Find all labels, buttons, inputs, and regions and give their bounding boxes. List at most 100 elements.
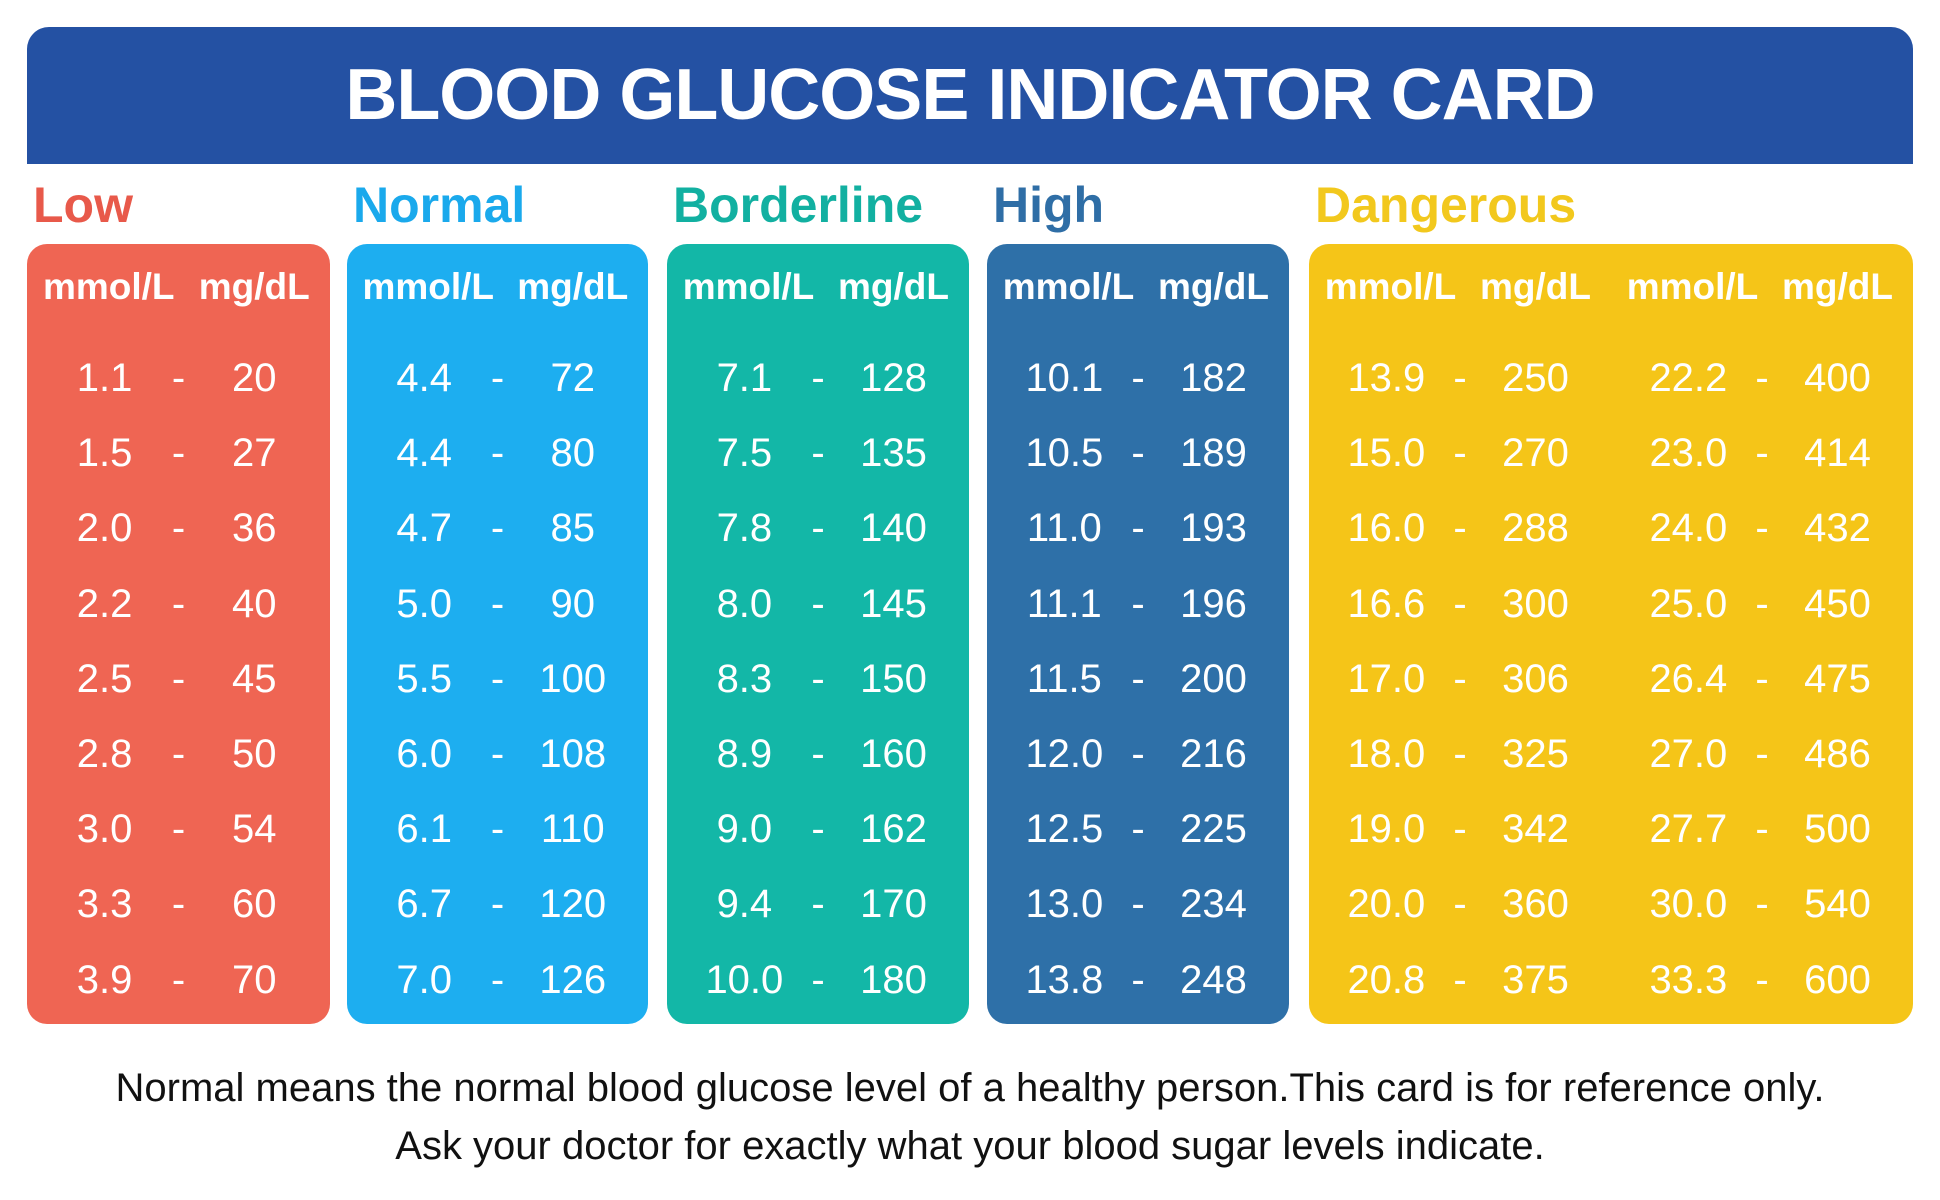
separator: - — [490, 581, 505, 626]
separator: - — [1453, 581, 1467, 626]
footer-line: Ask your doctor for exactly what your bl… — [395, 1124, 1545, 1168]
separator: - — [811, 656, 825, 701]
mgdl-value: 182 — [1180, 356, 1247, 400]
mmol-value: 8.3 — [716, 656, 773, 701]
mmol-value: 17.0 — [1347, 656, 1426, 701]
column-header: mg/dL — [1782, 266, 1893, 307]
separator: - — [1453, 732, 1467, 776]
separator: - — [811, 882, 825, 927]
mgdl-value: 128 — [860, 356, 927, 400]
panel: mmol/L mg/dL 10.1-182 10.5-189 11.0-193 11.1-… — [987, 244, 1289, 1024]
separator: - — [811, 431, 825, 476]
mmol-value: 30.0 — [1649, 882, 1728, 927]
mmol-value: 5.5 — [396, 656, 452, 701]
separator: - — [1131, 506, 1145, 551]
mmol-value: 27.7 — [1649, 807, 1728, 852]
separator: - — [490, 807, 505, 852]
separator: - — [171, 882, 186, 927]
mgdl-value: 36 — [231, 506, 277, 551]
mgdl-value: 170 — [860, 882, 927, 927]
mgdl-value: 110 — [540, 807, 605, 852]
mgdl-value: 70 — [231, 957, 277, 1002]
mgdl-value: 162 — [860, 807, 927, 852]
separator: - — [1131, 732, 1145, 776]
separator: - — [171, 732, 186, 776]
mgdl-value: 475 — [1804, 656, 1871, 701]
mmol-value: 12.5 — [1025, 807, 1104, 852]
mgdl-value: 100 — [539, 656, 607, 701]
column-header: mmol/L — [1626, 266, 1759, 307]
mmol-value: 2.2 — [76, 581, 133, 626]
mmol-value: 12.0 — [1025, 732, 1104, 776]
separator: - — [490, 732, 505, 776]
separator: - — [1131, 656, 1145, 701]
mgdl-value: 160 — [860, 732, 927, 776]
separator: - — [171, 656, 186, 701]
mgdl-value: 108 — [539, 732, 607, 776]
mmol-value: 11.5 — [1026, 656, 1102, 701]
mgdl-value: 450 — [1804, 581, 1871, 626]
separator: - — [490, 506, 505, 551]
mgdl-value: 306 — [1502, 656, 1569, 701]
mgdl-value: 375 — [1502, 957, 1569, 1002]
mmol-value: 9.0 — [716, 807, 773, 852]
separator: - — [1755, 581, 1769, 626]
mmol-value: 7.8 — [716, 506, 773, 551]
mgdl-value: 414 — [1804, 431, 1871, 476]
mmol-value: 2.8 — [76, 732, 133, 776]
mgdl-value: 180 — [860, 957, 927, 1002]
panel: mmol/L mg/dL 4.4-72 4.4-80 4.7-85 5.0-90 5.5-1… — [347, 244, 648, 1024]
mmol-value: 13.0 — [1025, 882, 1104, 927]
mmol-value: 7.5 — [716, 431, 773, 476]
mmol-value: 20.8 — [1347, 957, 1426, 1002]
mmol-value: 23.0 — [1649, 431, 1728, 476]
separator: - — [1453, 506, 1467, 551]
mmol-value: 3.3 — [76, 882, 133, 927]
mgdl-value: 189 — [1180, 431, 1247, 476]
separator: - — [171, 807, 186, 852]
mmol-value: 10.5 — [1025, 431, 1104, 476]
separator: - — [1131, 957, 1145, 1002]
mmol-value: 3.0 — [76, 807, 133, 852]
title-bar: BLOOD GLUCOSE INDICATOR CARD — [27, 27, 1913, 164]
mmol-value: 6.0 — [396, 732, 452, 776]
mgdl-value: 54 — [231, 807, 277, 852]
mmol-value: 15.0 — [1347, 431, 1426, 476]
panel: mmol/L mg/dL 7.1-128 7.5-135 7.8-140 8.0-145 8… — [667, 244, 969, 1024]
mgdl-value: 216 — [1180, 732, 1247, 776]
separator: - — [1131, 431, 1145, 476]
mgdl-value: 342 — [1502, 807, 1569, 852]
mmol-value: 33.3 — [1649, 957, 1728, 1002]
mgdl-value: 500 — [1804, 807, 1871, 852]
separator: - — [1755, 957, 1769, 1002]
group-label: Low — [33, 177, 133, 233]
separator: - — [171, 581, 186, 626]
mmol-value: 6.1 — [396, 807, 452, 852]
mmol-value: 22.2 — [1649, 356, 1728, 400]
mgdl-value: 540 — [1804, 882, 1871, 927]
column-header: mmol/L — [1002, 266, 1135, 307]
mgdl-value: 300 — [1502, 581, 1569, 626]
separator: - — [1453, 882, 1467, 927]
separator: - — [490, 656, 505, 701]
separator: - — [811, 807, 825, 852]
separator: - — [171, 356, 186, 400]
mmol-value: 19.0 — [1347, 807, 1426, 852]
mmol-value: 9.4 — [716, 882, 773, 927]
mgdl-value: 135 — [860, 431, 927, 476]
mmol-value: 4.7 — [396, 506, 452, 551]
footer-line: Normal means the normal blood glucose le… — [115, 1066, 1825, 1110]
mgdl-value: 288 — [1502, 506, 1569, 551]
separator: - — [1131, 581, 1145, 626]
mgdl-value: 432 — [1804, 506, 1871, 551]
mmol-value: 5.0 — [396, 581, 452, 626]
mmol-value: 7.1 — [716, 356, 773, 400]
column-header: mmol/L — [362, 266, 495, 307]
mmol-value: 1.5 — [76, 431, 133, 476]
separator: - — [171, 506, 186, 551]
separator: - — [171, 957, 186, 1002]
mgdl-value: 360 — [1502, 882, 1569, 927]
mmol-value: 20.0 — [1347, 882, 1426, 927]
separator: - — [1755, 732, 1769, 776]
